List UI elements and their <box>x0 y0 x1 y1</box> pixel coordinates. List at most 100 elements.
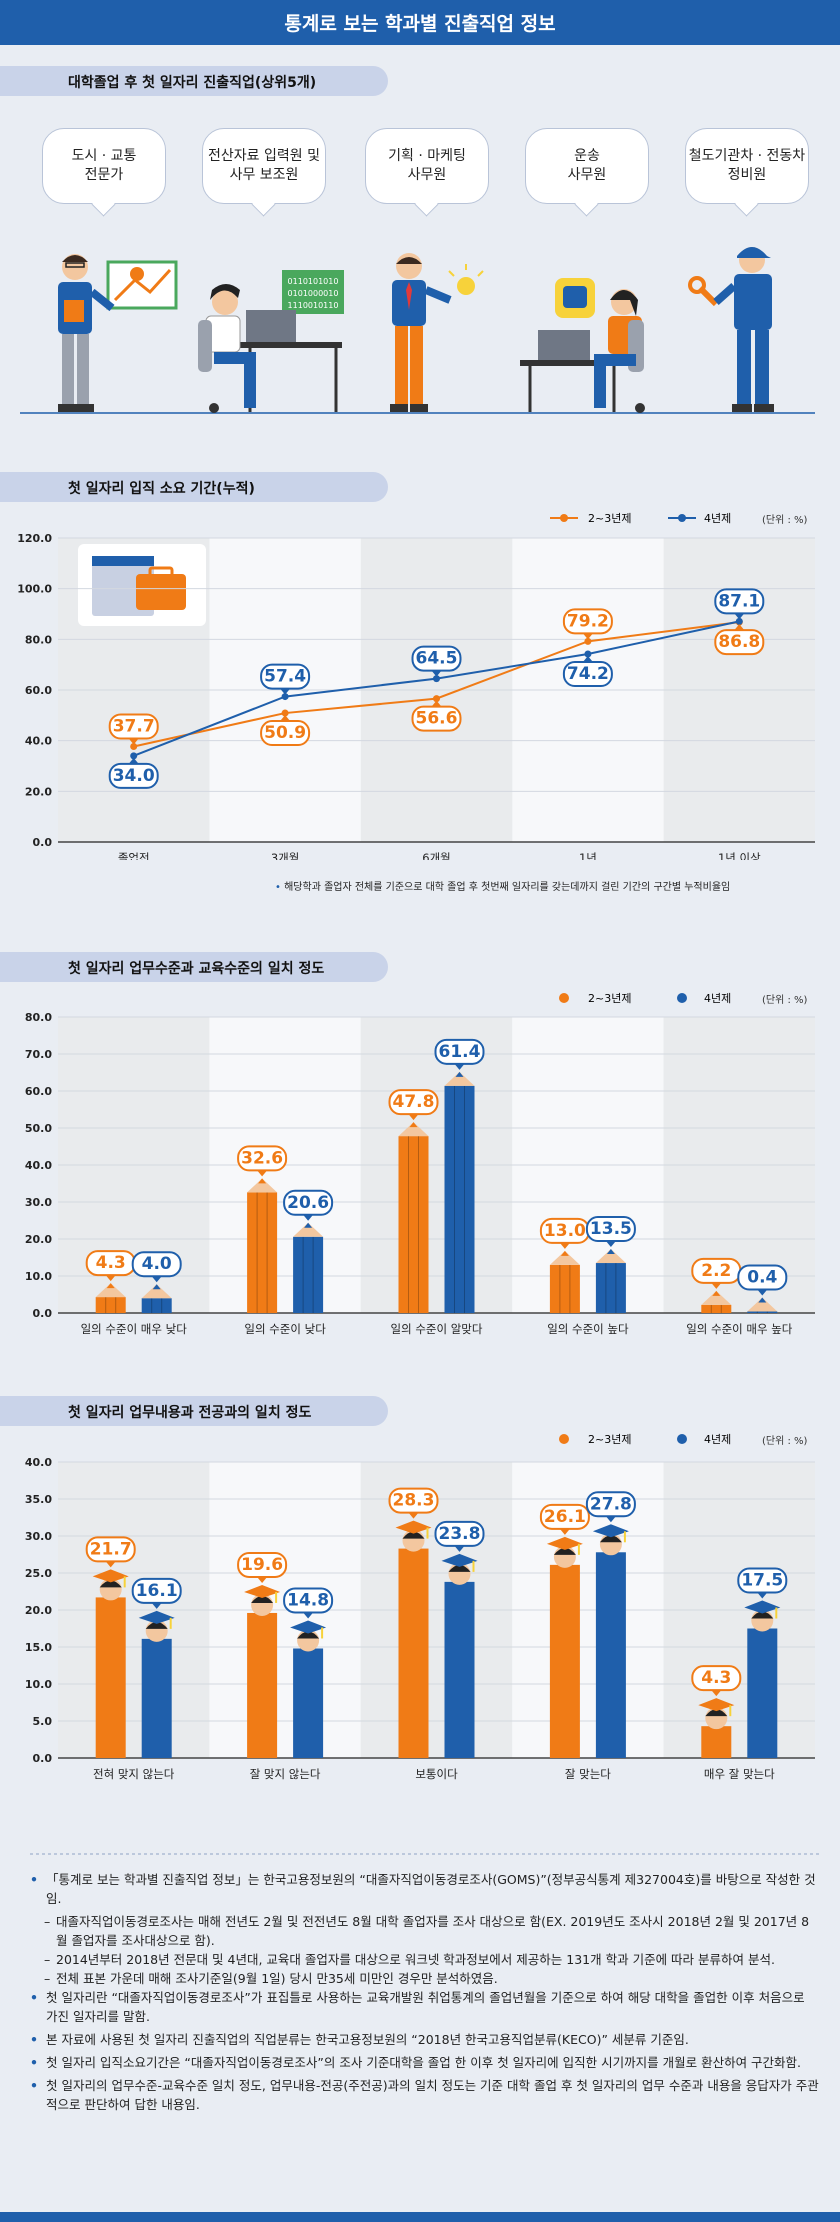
chart1-point-s2-4 <box>735 617 743 625</box>
chart3-bar-s2-1-hair <box>297 1631 320 1639</box>
chart2-label-s2-1-label: 20.6 <box>287 1193 329 1213</box>
chart2-bar-s2-0 <box>141 1298 172 1313</box>
chart3-label-s1-2-box <box>388 1487 439 1514</box>
chart2-label-s1-4-pointer <box>711 1282 722 1289</box>
chart2-bar-s1-2-tip <box>398 1122 429 1137</box>
chart2-label-s2-2-label: 61.4 <box>439 1042 481 1062</box>
legend2-label-s1: 2~3년제 <box>588 992 631 1005</box>
chart3-label-s1-4-label: 4.3 <box>701 1668 731 1688</box>
chart2-xtick-1: 일의 수준이 낮다 <box>244 1322 326 1336</box>
chart3-bar-s1-4-cap <box>698 1698 735 1712</box>
chart1-label-s2-0-box <box>108 762 159 789</box>
job-3-line2: 사무원 <box>407 167 447 183</box>
chart2-label-s2-3-pointer <box>605 1241 616 1248</box>
job-bubble-1: 도시 · 교통 전문가 <box>42 128 166 204</box>
chart2-bar-s2-1-lead <box>304 1222 313 1228</box>
legend-label-s1: 2~3년제 <box>588 512 631 525</box>
chart3-bar-s2-2 <box>444 1581 475 1758</box>
chart2-label-s1-2-pointer <box>408 1114 419 1121</box>
job-5-line1: 철도기관차 · 전동차 <box>688 148 806 164</box>
chart2-ytick-3: 30.0 <box>25 1196 52 1209</box>
chart3-label-s2-3-label: 27.8 <box>590 1494 632 1514</box>
chart1-ytick-5: 100.0 <box>17 583 52 596</box>
chart2-bar-s1-1-tip <box>247 1178 278 1193</box>
chart2-bar-s1-2 <box>398 1136 429 1313</box>
chart2-label-s2-4-label: 0.4 <box>747 1268 777 1288</box>
transport-illustration <box>520 278 645 413</box>
chart2-label-s1-2-label: 47.8 <box>393 1092 435 1112</box>
chart2-label-s1-3-label: 13.0 <box>544 1221 586 1241</box>
footnote-subitem: 전체 표본 가운데 매해 조사기준일(9월 1일) 당시 만35세 미만인 경우… <box>30 1969 820 1988</box>
chart1-ytick-0: 0.0 <box>33 836 53 849</box>
chart1-point-s2-1 <box>281 693 289 701</box>
chart1-label-s2-2-pointer <box>431 670 442 677</box>
chart2-bar-s2-2-lead <box>455 1071 464 1077</box>
chart3-bar-s1-3-cap <box>546 1536 583 1550</box>
chart2-bar-s2-1 <box>293 1236 324 1313</box>
chart2-bar-s1-0 <box>95 1297 126 1313</box>
section1-title-pill: 대학졸업 후 첫 일자리 진출직업(상위5개) <box>0 66 388 96</box>
chart2-ytick-4: 40.0 <box>25 1159 52 1172</box>
job-bubble-2: 전산자료 입력원 및 사무 보조원 <box>202 128 326 204</box>
chart2-bar-svg: 0.0 10.0 20.0 30.0 40.0 50.0 60.0 70.0 80.0 일의 수준… <box>25 1011 815 1336</box>
job-bubble-3: 기획 · 마케팅 사무원 <box>365 128 489 204</box>
chart3-ytick-2: 10.0 <box>25 1678 52 1691</box>
chart2-bar-s1-4-lead <box>712 1290 721 1296</box>
chart3-label-s1-3-box <box>539 1503 590 1530</box>
marketing-illustration <box>390 253 484 412</box>
chart3-label-s1-1-label: 19.6 <box>241 1555 283 1575</box>
chart2-bar-s2-4-lead <box>758 1297 767 1303</box>
chart3-label-s1-2-label: 28.3 <box>393 1491 435 1511</box>
chart3-bar-s1-1 <box>247 1612 278 1758</box>
chart1-label-s2-1-label: 57.4 <box>264 667 306 687</box>
chart1-label-s1-3-label: 79.2 <box>567 611 609 631</box>
chart3-title: 첫 일자리 업무내용과 전공과의 일치 정도 <box>68 1405 312 1421</box>
chart3-bar-s2-2-cap <box>441 1553 478 1567</box>
chart2-bar-s1-0-lead <box>106 1283 115 1289</box>
chart1-ytick-2: 40.0 <box>25 735 52 748</box>
chart1-label-s1-0-label: 37.7 <box>113 716 155 736</box>
footnotes: 「통계로 보는 학과별 진출직업 정보」는 한국고용정보원의 “대졸자직업이동경… <box>30 1870 820 2118</box>
chart1-xtick-2: 6개월 <box>422 851 450 860</box>
top-banner: 통계로 보는 학과별 진출직업 정보 <box>0 0 840 45</box>
chart1-label-s2-3-pointer <box>582 656 593 663</box>
chart2-bar-s1-4 <box>701 1304 732 1313</box>
chart2-unit: (단위 : %) <box>762 995 808 1006</box>
chart3-label-s1-0-label: 21.7 <box>90 1539 132 1559</box>
chart2-label-s1-3-pointer <box>559 1242 570 1249</box>
legend2-dot-s2 <box>677 993 687 1003</box>
chart3-ytick-0: 0.0 <box>33 1752 53 1765</box>
job-2-line1: 전산자료 입력원 및 <box>208 148 320 164</box>
chart3-label-s2-4-label: 17.5 <box>741 1571 783 1591</box>
chart1-xtick-4: 1년 이상 <box>718 851 761 860</box>
chart2-bar-s1-0-tip <box>95 1283 126 1298</box>
chart3-label-s2-2-pointer <box>454 1545 465 1552</box>
chart1-label-s2-3-label: 74.2 <box>567 664 609 684</box>
chart1-point-s2-2 <box>433 675 440 683</box>
chart3-bar-s2-1 <box>293 1648 324 1758</box>
chart2-xtick-2: 일의 수준이 알맞다 <box>391 1322 483 1336</box>
chart3-label-s2-1-box <box>283 1587 334 1614</box>
chart3-label-s1-1-pointer <box>257 1576 268 1583</box>
chart3-bar-s2-1-cap <box>290 1620 327 1634</box>
chart2-label-s1-1-pointer <box>257 1170 268 1177</box>
chart2-bar-s2-0-lead <box>152 1284 161 1290</box>
chart2-title: 첫 일자리 업무수준과 교육수준의 일치 정도 <box>68 961 325 977</box>
chart1-ytick-1: 20.0 <box>25 785 52 798</box>
chart3-bar-s1-1-hair <box>251 1595 274 1603</box>
chart1-label-s2-4-pointer <box>734 613 745 620</box>
chart2-label-s1-0-pointer <box>105 1275 116 1282</box>
chart1-label-s1-4-pointer <box>734 624 745 631</box>
legend3-label-s2: 4년제 <box>704 1433 731 1446</box>
chart1-label-s1-3-pointer <box>582 633 593 640</box>
chart2-bar-s1-4-tip <box>701 1290 732 1305</box>
chart1-point-s2-0 <box>130 752 138 760</box>
urban-planner-illustration <box>58 254 178 412</box>
chart3-bar-s2-4 <box>747 1628 778 1758</box>
job-1-line2: 전문가 <box>84 167 124 183</box>
chart3-ytick-1: 5.0 <box>33 1715 53 1728</box>
job-4-line1: 운송 <box>574 148 600 164</box>
job-bubble-5: 철도기관차 · 전동차 정비원 <box>685 128 809 204</box>
chart1-xtick-0: 졸업전 <box>118 851 150 860</box>
chart1-label-s1-2-box <box>411 705 462 732</box>
